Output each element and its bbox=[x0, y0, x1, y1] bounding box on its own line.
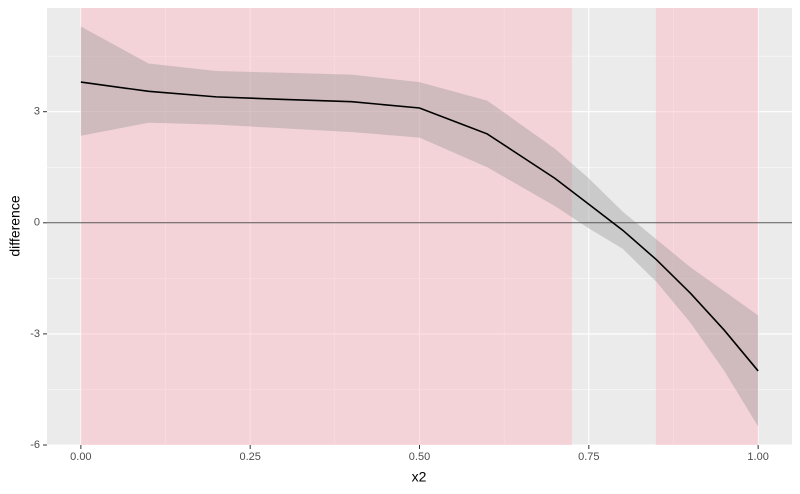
y-tick-label: -3 bbox=[30, 328, 40, 340]
x-tick-label: 0.75 bbox=[578, 451, 599, 463]
x-tick-label: 1.00 bbox=[747, 451, 768, 463]
y-axis-title: difference bbox=[7, 195, 23, 256]
y-tick-label: 0 bbox=[34, 217, 40, 229]
significant-region bbox=[655, 8, 759, 445]
plot-layer bbox=[47, 8, 792, 446]
x-tick-label: 0.50 bbox=[409, 451, 430, 463]
x-tick-label: 0.25 bbox=[239, 451, 260, 463]
line bbox=[80, 81, 759, 372]
significant-region bbox=[80, 8, 572, 445]
x-tick-label: 0.00 bbox=[70, 451, 91, 463]
x-axis-title: x2 bbox=[412, 469, 427, 485]
confidence-band bbox=[80, 26, 759, 427]
y-tick-label: 3 bbox=[34, 106, 40, 118]
y-tick-label: -6 bbox=[30, 439, 40, 451]
